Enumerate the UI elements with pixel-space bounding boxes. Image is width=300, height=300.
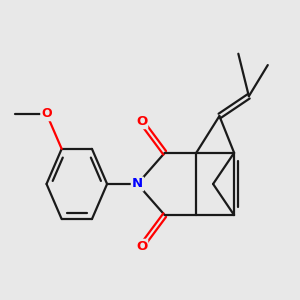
Text: O: O [41,107,52,120]
Text: O: O [136,115,147,128]
Text: O: O [136,240,147,253]
Text: N: N [132,178,143,190]
